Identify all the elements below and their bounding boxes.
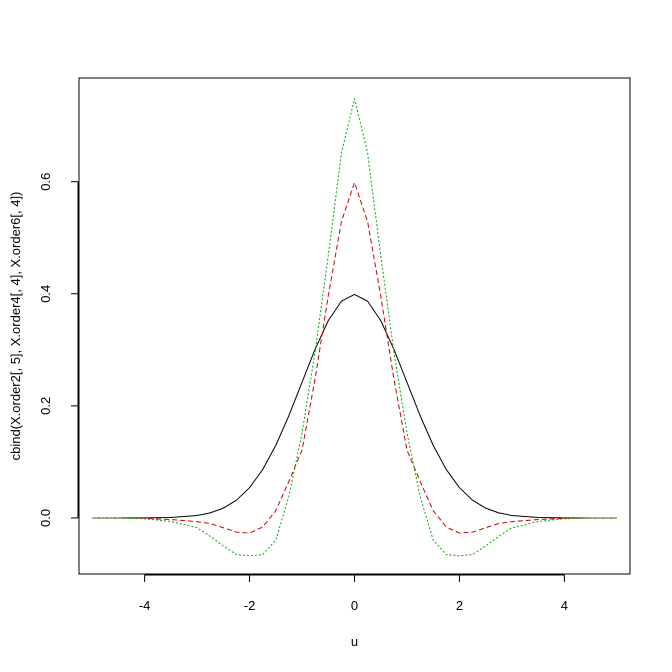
y-tick-label: 0.4 <box>38 285 53 303</box>
x-tick-label: 4 <box>561 598 568 613</box>
y-tick-label: 0.6 <box>38 173 53 191</box>
y-axis-label: cbind(X.order2[, 5], X.order4[, 4], X.or… <box>8 192 23 461</box>
x-axis: -4 -2 0 2 4 <box>139 574 568 613</box>
x-tick-label: 2 <box>456 598 463 613</box>
series-line-red <box>92 182 617 534</box>
x-tick-label: -4 <box>139 598 151 613</box>
y-axis: 0.0 0.2 0.4 0.6 <box>38 173 79 527</box>
y-tick-label: 0.0 <box>38 509 53 527</box>
x-axis-label: u <box>351 634 358 649</box>
x-tick-label: -2 <box>244 598 256 613</box>
series-line-green <box>92 98 617 557</box>
x-tick-label: 0 <box>351 598 358 613</box>
plot-frame <box>78 77 631 575</box>
series-line-black <box>92 293 617 519</box>
series-layer <box>92 98 617 557</box>
y-tick-label: 0.2 <box>38 397 53 415</box>
